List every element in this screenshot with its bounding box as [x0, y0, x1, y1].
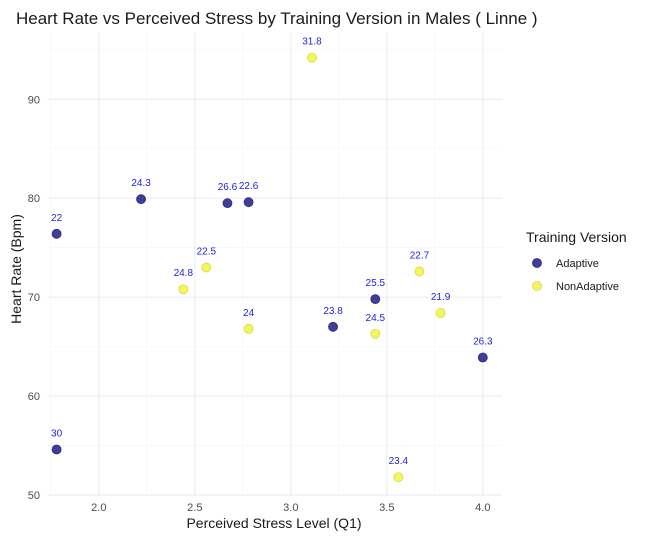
y-tick-label: 90	[28, 94, 40, 106]
data-point-nonadaptive	[435, 308, 446, 318]
data-label: 22.6	[239, 181, 259, 192]
legend-label-nonadaptive: NonAdaptive	[556, 281, 619, 293]
data-label: 25.5	[366, 278, 386, 289]
legend-title: Training Version	[526, 229, 627, 245]
data-point-adaptive	[243, 197, 254, 208]
legend-label-adaptive: Adaptive	[556, 258, 599, 270]
data-label: 24	[243, 308, 255, 319]
data-label: 22	[51, 213, 63, 224]
chart-title: Heart Rate vs Perceived Stress by Traini…	[16, 9, 538, 28]
data-point-nonadaptive	[178, 284, 189, 295]
data-label: 30	[51, 429, 63, 440]
data-point-nonadaptive	[414, 266, 425, 277]
data-label: 24.8	[174, 268, 194, 279]
data-point-adaptive	[222, 198, 233, 209]
x-tick-label: 4.0	[475, 502, 490, 514]
data-point-nonadaptive	[243, 323, 254, 334]
x-tick-label: 3.5	[379, 502, 394, 514]
data-label: 31.8	[302, 37, 322, 48]
data-label: 22.7	[410, 250, 430, 261]
data-label: 23.8	[323, 306, 343, 317]
data-point-adaptive	[51, 228, 62, 239]
x-axis-ticks: 2.0 2.5 3.0 3.5 4.0	[91, 502, 490, 514]
data-labels: 22 24.3 26.6 22.6 23.8 25.5 26.3 30 31.8 22.524.8…	[51, 37, 493, 467]
y-axis-ticks: 50 60 70 80 90	[28, 94, 40, 502]
data-points	[51, 52, 488, 483]
y-axis-title: Heart Rate (Bpm)	[8, 214, 24, 324]
y-tick-label: 50	[28, 490, 40, 502]
legend-key-adaptive	[532, 258, 542, 268]
data-label: 21.9	[431, 292, 451, 303]
data-label: 26.6	[218, 182, 238, 193]
data-point-adaptive	[136, 194, 146, 205]
data-point-nonadaptive	[307, 52, 317, 63]
data-label: 26.3	[473, 337, 493, 348]
legend-key-nonadaptive	[532, 281, 542, 291]
y-tick-label: 70	[28, 292, 40, 304]
y-tick-label: 80	[28, 193, 40, 205]
data-label: 24.3	[131, 178, 151, 189]
data-label: 22.5	[197, 246, 217, 257]
x-axis-title: Perceived Stress Level (Q1)	[186, 515, 361, 531]
x-tick-label: 2.0	[91, 502, 106, 514]
x-tick-label: 2.5	[187, 502, 202, 514]
grid	[47, 32, 502, 497]
data-label: 23.4	[389, 456, 409, 467]
data-point-adaptive	[328, 321, 338, 332]
x-tick-label: 3.0	[283, 502, 298, 514]
data-point-adaptive	[370, 294, 381, 305]
data-point-nonadaptive	[201, 262, 212, 273]
data-point-nonadaptive	[370, 328, 381, 339]
data-point-adaptive	[51, 444, 62, 455]
data-label: 24.5	[366, 313, 386, 324]
data-point-nonadaptive	[393, 472, 404, 483]
y-tick-label: 60	[28, 391, 40, 403]
data-point-adaptive	[477, 352, 488, 363]
legend: Training Version Adaptive NonAdaptive	[526, 229, 627, 293]
